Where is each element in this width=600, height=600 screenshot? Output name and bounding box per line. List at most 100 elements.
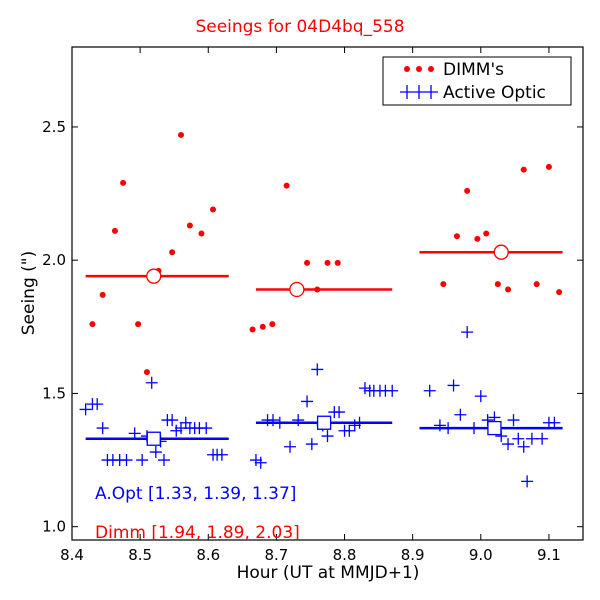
- dimm-point: [453, 233, 460, 240]
- dimm-median-marker: [493, 244, 509, 260]
- active-optic-point: [311, 363, 324, 376]
- active-optic-point: [386, 384, 399, 397]
- active-optic-point: [266, 414, 279, 427]
- dimm-point: [111, 227, 118, 234]
- dimm-point: [135, 321, 142, 328]
- dimm-point: [269, 321, 276, 328]
- x-tick-label: 8.9: [401, 546, 425, 564]
- dimm-point: [89, 321, 96, 328]
- dimm-median-marker: [146, 268, 162, 284]
- legend-dimm-dot-icon: [416, 66, 422, 72]
- active-optic-point: [215, 448, 228, 461]
- x-axis-label: Hour (UT at MMJD+1): [237, 563, 420, 583]
- active-optic-point: [517, 440, 530, 453]
- active-optic-point: [512, 432, 525, 445]
- dimm-point: [464, 187, 471, 194]
- active-optic-median-marker: [487, 420, 502, 436]
- active-optic-point: [348, 419, 361, 432]
- y-axis-label: Seeing ("): [19, 251, 39, 336]
- x-tick-label: 8.4: [60, 546, 84, 564]
- dimm-point: [440, 281, 447, 288]
- y-tick-label: 2.0: [42, 251, 66, 269]
- dimm-point: [283, 182, 290, 189]
- active-optic-median-marker: [316, 415, 332, 430]
- dimm-point: [143, 369, 150, 376]
- dimm-median-marker: [289, 281, 305, 298]
- legend-box: [382, 56, 572, 106]
- dimm-point: [520, 166, 527, 173]
- active-optic-point: [96, 422, 109, 435]
- active-optic-point: [333, 406, 346, 419]
- legend-active-optic-plus-icon: [400, 85, 438, 99]
- legend-active-optic-label: Active Optic: [443, 83, 546, 103]
- active-optic-point: [447, 379, 460, 392]
- y-tick-label: 2.5: [42, 118, 66, 136]
- dimm-point: [483, 230, 490, 237]
- active-optic-point: [321, 430, 334, 443]
- x-tick-label: 8.8: [333, 546, 357, 564]
- x-tick-label: 9.1: [537, 546, 561, 564]
- dimm-point: [249, 326, 256, 333]
- legend-dimm-label: DIMM's: [443, 60, 504, 80]
- x-tick-label: 8.6: [196, 546, 220, 564]
- dimm-point: [210, 206, 217, 213]
- axis-ticks: 8.4 8.5 8.6 8.7 8.8 8.9 9.0 9.1 1.0 1.5 2.0 2.5: [42, 47, 583, 564]
- active-optic-point: [454, 408, 467, 421]
- active-optic-point: [358, 382, 371, 395]
- active-optic-point: [284, 440, 297, 453]
- annotation-active-optic: A.Opt [1.33, 1.39, 1.37]: [95, 484, 296, 504]
- plot-frame: [71, 46, 584, 541]
- active-optic-point: [423, 384, 436, 397]
- dimm-point: [556, 289, 563, 296]
- legend-dimm-dot-icon: [428, 66, 434, 72]
- dimm-point: [304, 259, 311, 266]
- active-optic-point: [254, 456, 267, 469]
- dimm-point: [494, 281, 501, 288]
- y-tick-label: 1.5: [42, 384, 66, 402]
- active-optic-median-marker: [146, 431, 161, 446]
- dimm-point: [120, 179, 127, 186]
- dimm-point: [169, 249, 176, 256]
- dimm-point: [99, 291, 106, 298]
- legend-dimm-dot-icon: [404, 66, 410, 72]
- chart-title: Seeings for 04D4bq_558: [195, 17, 404, 37]
- dimm-point: [178, 131, 185, 138]
- dimm-point: [474, 235, 481, 242]
- dimm-point: [259, 323, 266, 330]
- active-optic-point: [91, 398, 104, 411]
- plot-area: [79, 131, 563, 488]
- active-optic-point: [157, 454, 170, 467]
- dimm-point: [533, 281, 540, 288]
- active-optic-point: [305, 438, 318, 451]
- active-optic-point: [502, 438, 515, 451]
- y-tick-label: 1.0: [42, 518, 66, 536]
- dimm-point: [324, 259, 331, 266]
- active-optic-point: [128, 427, 141, 440]
- active-optic-point: [292, 414, 305, 427]
- active-optic-point: [120, 454, 133, 467]
- dimm-point: [505, 286, 512, 293]
- x-tick-label: 9.0: [469, 546, 493, 564]
- x-tick-label: 8.5: [128, 546, 152, 564]
- active-optic-point: [548, 416, 561, 429]
- active-optic-point: [525, 432, 538, 445]
- annotation-dimm: Dimm [1.94, 1.89, 2.03]: [95, 523, 300, 543]
- active-optic-point: [170, 424, 183, 437]
- active-optic-point: [474, 390, 487, 403]
- dimm-point: [545, 163, 552, 170]
- active-optic-point: [507, 414, 520, 427]
- active-optic-point: [433, 419, 446, 432]
- active-optic-point: [343, 424, 356, 437]
- x-tick-label: 8.7: [264, 546, 288, 564]
- legend: DIMM's Active Optic: [382, 56, 572, 106]
- active-optic-point: [200, 422, 213, 435]
- active-optic-point: [301, 395, 314, 408]
- active-optic-point: [249, 454, 262, 467]
- active-optic-point: [136, 454, 149, 467]
- dimm-point: [334, 259, 341, 266]
- dimm-point: [198, 230, 205, 237]
- active-optic-point: [521, 475, 534, 488]
- active-optic-point: [149, 446, 162, 459]
- active-optic-point: [145, 376, 158, 389]
